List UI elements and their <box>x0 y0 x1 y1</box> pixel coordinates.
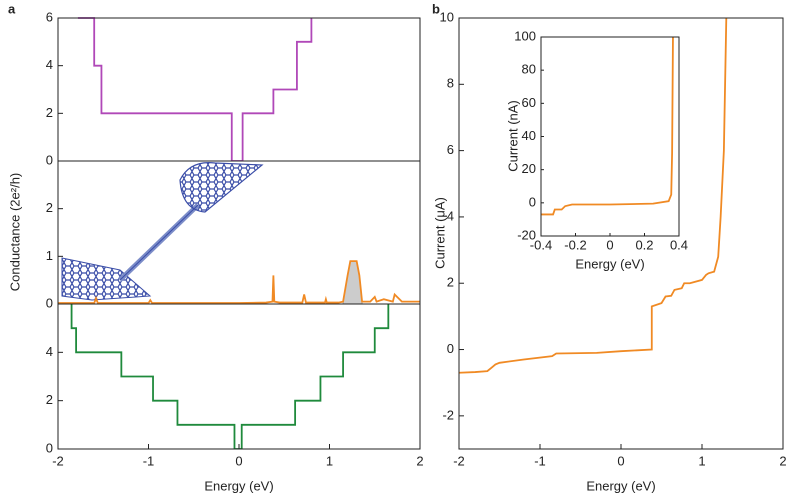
y-axis-label: Current (nA) <box>505 100 520 172</box>
plot-area <box>459 17 728 374</box>
x-tick-label: 0.4 <box>670 237 688 252</box>
y-tick-label: 8 <box>447 76 454 91</box>
y-tick-label: 20 <box>522 161 536 176</box>
x-axis-label: Energy (eV) <box>575 256 644 271</box>
y-tick-label: 4 <box>46 57 53 72</box>
x-tick-label: 2 <box>779 453 786 468</box>
line <box>77 17 313 161</box>
x-tick-label: 0 <box>606 237 613 252</box>
y-tick-label: 4 <box>46 344 53 359</box>
plot-area <box>70 304 390 449</box>
y-tick-label: 2 <box>46 105 53 120</box>
x-tick-label: -0.2 <box>564 237 586 252</box>
x-tick-label: 0 <box>235 453 242 468</box>
y-tick-label: -2 <box>442 407 454 422</box>
x-tick-label: 2 <box>416 453 423 468</box>
y-tick-label: -20 <box>517 227 536 242</box>
y-tick-label: 40 <box>522 128 536 143</box>
y-tick-label: 2 <box>46 392 53 407</box>
y-tick-label: 0 <box>529 194 536 209</box>
x-tick-label: -2 <box>453 453 465 468</box>
y-tick-label: 0 <box>46 152 53 167</box>
frame <box>57 17 421 162</box>
x-tick-label: -1 <box>143 453 155 468</box>
x-tick-label: 0.2 <box>635 237 653 252</box>
y-tick-label: 0 <box>46 440 53 455</box>
line <box>70 304 390 449</box>
x-axis-label: Energy (eV) <box>586 478 655 493</box>
y-tick-label: 2 <box>46 200 53 215</box>
plot-area <box>541 36 674 216</box>
y-tick-label: 4 <box>447 208 454 223</box>
panel-label: a <box>8 1 16 16</box>
y-axis-label: Conductance (2e²/h) <box>7 173 22 292</box>
x-tick-label: 1 <box>698 453 705 468</box>
line <box>459 17 728 374</box>
x-tick-label: -0.4 <box>530 237 552 252</box>
x-tick-label: -2 <box>52 453 64 468</box>
y-tick-label: 10 <box>440 9 454 24</box>
x-tick-label: -1 <box>534 453 546 468</box>
panel-label: b <box>432 1 440 16</box>
y-tick-label: 0 <box>447 341 454 356</box>
frame <box>57 303 421 450</box>
nanotube-illustration <box>61 162 264 301</box>
x-axis-label: Energy (eV) <box>204 478 273 493</box>
line <box>58 260 420 304</box>
y-tick-label: 6 <box>46 9 53 24</box>
inset-background <box>541 37 679 236</box>
y-tick-label: 6 <box>447 142 454 157</box>
plot-area <box>77 17 313 161</box>
y-tick-label: 100 <box>514 28 536 43</box>
x-tick-label: 0 <box>617 453 624 468</box>
y-tick-label: 0 <box>46 295 53 310</box>
y-tick-label: 2 <box>447 275 454 290</box>
y-tick-label: 1 <box>46 248 53 263</box>
y-tick-label: 80 <box>522 62 536 77</box>
y-axis-label: Current (μA) <box>432 197 447 269</box>
y-tick-label: 60 <box>522 95 536 110</box>
line <box>541 36 674 216</box>
x-tick-label: 1 <box>326 453 333 468</box>
plot-area <box>58 260 420 304</box>
